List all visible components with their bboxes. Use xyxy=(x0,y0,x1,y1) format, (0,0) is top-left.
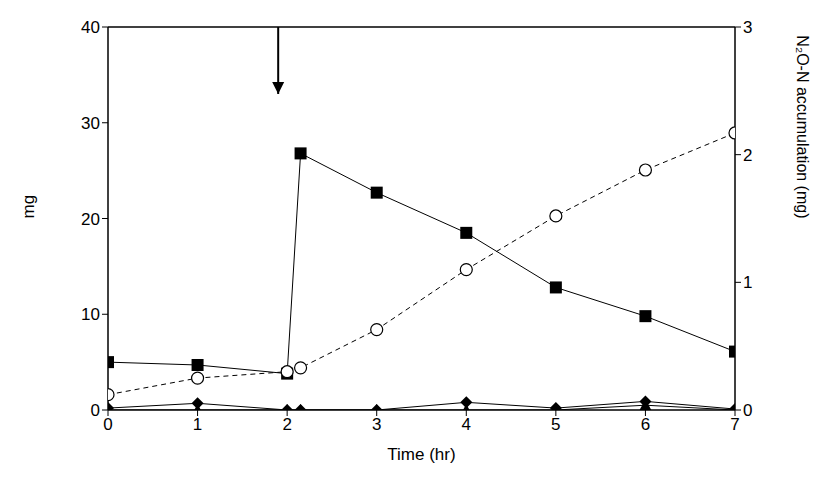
svg-text:0: 0 xyxy=(91,401,100,420)
svg-text:1: 1 xyxy=(743,273,752,292)
svg-text:10: 10 xyxy=(81,305,100,324)
svg-text:3: 3 xyxy=(743,18,752,37)
svg-text:20: 20 xyxy=(81,210,100,229)
svg-text:7: 7 xyxy=(730,415,739,434)
svg-text:2: 2 xyxy=(743,146,752,165)
svg-text:0: 0 xyxy=(103,415,112,434)
svg-text:mg: mg xyxy=(19,195,38,219)
svg-text:5: 5 xyxy=(551,415,560,434)
svg-text:6: 6 xyxy=(641,415,650,434)
svg-text:40: 40 xyxy=(81,18,100,37)
svg-text:N₂O-N accumulation (mg): N₂O-N accumulation (mg) xyxy=(794,35,811,218)
svg-text:3: 3 xyxy=(372,415,381,434)
svg-text:1: 1 xyxy=(193,415,202,434)
svg-text:0: 0 xyxy=(743,401,752,420)
svg-text:4: 4 xyxy=(462,415,471,434)
svg-text:Time (hr): Time (hr) xyxy=(387,445,455,464)
svg-text:2: 2 xyxy=(282,415,291,434)
svg-text:30: 30 xyxy=(81,114,100,133)
